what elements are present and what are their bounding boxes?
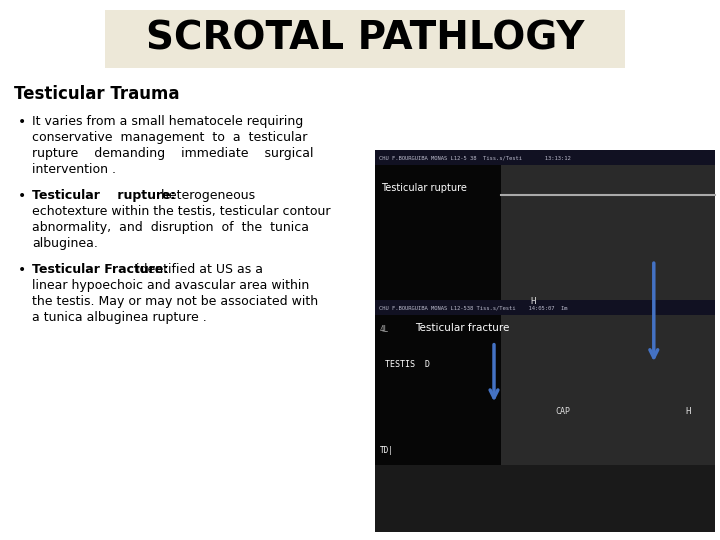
Text: Testicular    rupture:: Testicular rupture: [32,189,176,202]
Text: •: • [18,263,26,277]
Text: 4L: 4L [380,325,390,334]
Text: H: H [531,296,536,306]
Bar [375,150,715,465]
Text: linear hypoechoic and avascular area within: linear hypoechoic and avascular area wit… [32,279,310,292]
Text: It varies from a small hematocele requiring: It varies from a small hematocele requir… [32,115,303,128]
Text: Testicular Trauma: Testicular Trauma [14,85,179,103]
Text: conservative  management  to  a  testicular: conservative management to a testicular [32,131,307,144]
Text: Testicular fracture: Testicular fracture [415,323,509,333]
Text: a tunica albuginea rupture .: a tunica albuginea rupture . [32,311,207,324]
Text: the testis. May or may not be associated with: the testis. May or may not be associated… [32,295,318,308]
Text: CHU F.BOURGUIBA MONAS L12-538 Tiss.s/Testi    14:05:07  Im: CHU F.BOURGUIBA MONAS L12-538 Tiss.s/Tes… [379,305,567,310]
Bar [375,150,715,165]
Text: CHU F.BOURGUIBA MONAS L12-5 38  Tiss.s/Testi       13:13:12: CHU F.BOURGUIBA MONAS L12-5 38 Tiss.s/Te… [379,155,571,160]
Text: heterogeneous: heterogeneous [145,189,256,202]
Text: abnormality,  and  disruption  of  the  tunica: abnormality, and disruption of the tunic… [32,221,309,234]
Text: H: H [685,407,690,416]
Bar [501,150,715,465]
Bar [375,150,501,465]
Text: SCROTAL PATHLOGY: SCROTAL PATHLOGY [146,20,584,58]
Text: •: • [18,115,26,129]
Text: echotexture within the testis, testicular contour: echotexture within the testis, testicula… [32,205,330,218]
Text: •: • [18,189,26,203]
Bar [375,300,715,315]
Text: Testicular Fracture:: Testicular Fracture: [32,263,168,276]
Text: Testicular rupture: Testicular rupture [381,183,467,193]
Bar [375,300,715,532]
Text: TD|: TD| [380,446,394,455]
Text: identified at US as a: identified at US as a [132,263,263,276]
Text: rupture    demanding    immediate    surgical: rupture demanding immediate surgical [32,147,313,160]
Text: intervention .: intervention . [32,163,116,176]
Bar [105,10,625,68]
Text: TESTIS  D: TESTIS D [385,360,430,369]
Text: CAP: CAP [556,407,571,416]
Text: albuginea.: albuginea. [32,237,98,250]
